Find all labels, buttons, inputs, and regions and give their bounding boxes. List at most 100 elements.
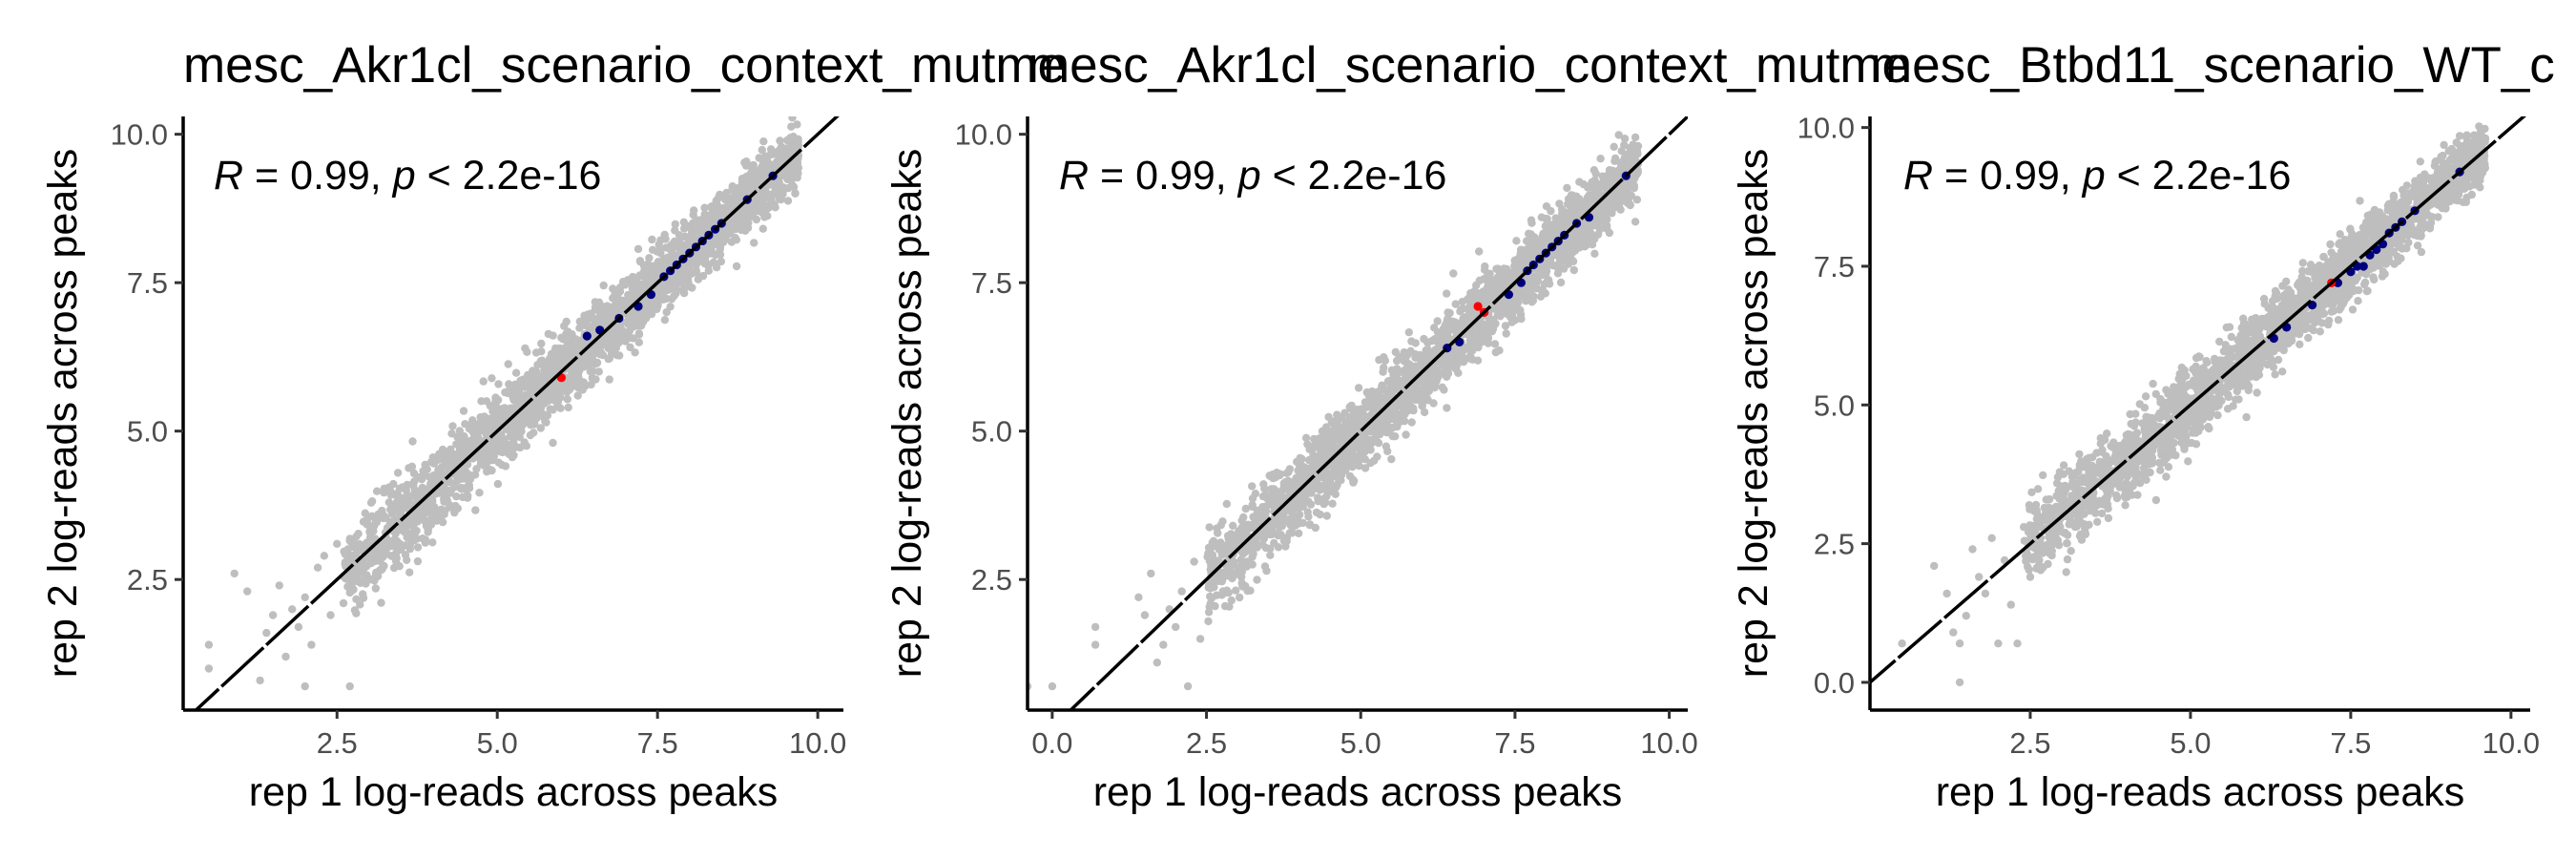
- cloud-point: [1387, 414, 1397, 424]
- cloud-point: [1491, 347, 1501, 357]
- cloud-point: [1527, 216, 1536, 224]
- cloud-point: [704, 262, 713, 270]
- cloud-point: [1500, 271, 1509, 280]
- cloud-point: [1609, 203, 1618, 213]
- cloud-point: [1631, 218, 1640, 226]
- cloud-point: [640, 281, 649, 289]
- cloud-point: [440, 510, 448, 518]
- cloud-point: [453, 470, 462, 479]
- cloud-point: [1361, 464, 1370, 472]
- cloud-point: [428, 538, 437, 547]
- cloud-point: [378, 506, 386, 515]
- cloud-point: [1429, 399, 1438, 408]
- cloud-point: [1222, 541, 1231, 550]
- cloud-point: [1485, 281, 1494, 289]
- focus-point: [1473, 302, 1483, 311]
- cloud-point: [1433, 317, 1442, 325]
- cloud-point: [1403, 403, 1412, 411]
- x-tick-label: 10.0: [789, 726, 846, 760]
- cloud-point: [1251, 490, 1260, 498]
- cloud-point: [1527, 242, 1536, 251]
- cloud-point: [688, 283, 696, 292]
- cloud-point: [1312, 508, 1321, 517]
- cloud-point: [782, 136, 792, 145]
- cloud-point: [640, 265, 649, 274]
- outlier-point: [320, 552, 328, 560]
- cloud-point: [1424, 387, 1434, 395]
- outlier-point: [1195, 635, 1205, 643]
- cloud-point: [1332, 423, 1341, 432]
- cloud-point: [410, 477, 419, 486]
- cloud-point: [536, 410, 545, 420]
- outlier-point: [243, 587, 252, 596]
- cloud-point: [405, 520, 413, 530]
- cloud-point: [1383, 447, 1392, 455]
- cloud-point: [1620, 140, 1629, 150]
- cloud-point: [721, 196, 730, 204]
- cloud-point: [549, 355, 558, 365]
- cloud-point: [581, 352, 591, 361]
- panel-1-reference-line: [193, 116, 840, 710]
- cloud-point: [416, 510, 425, 518]
- cloud-point: [587, 380, 595, 389]
- cloud-point: [1353, 439, 1362, 449]
- cloud-point: [1204, 617, 1213, 626]
- cloud-point: [389, 479, 398, 489]
- outlier-point: [1048, 681, 1057, 691]
- outlier-point: [326, 611, 335, 619]
- cloud-point: [1302, 490, 1311, 498]
- x-tick-label: 5.0: [1340, 726, 1381, 760]
- cloud-point: [777, 195, 785, 204]
- cloud-point: [1246, 543, 1255, 552]
- cloud-point: [1588, 241, 1597, 249]
- cloud-point: [586, 367, 594, 376]
- cloud-point: [625, 314, 634, 324]
- cloud-point: [365, 575, 375, 584]
- cloud-point: [749, 160, 758, 170]
- cloud-point: [522, 442, 530, 450]
- cloud-point: [488, 374, 496, 383]
- cloud-point: [536, 377, 546, 386]
- cloud-point: [574, 384, 583, 392]
- outlier-point: [204, 640, 214, 649]
- cloud-point: [1542, 202, 1551, 211]
- cloud-point: [372, 568, 381, 577]
- cloud-point: [1569, 265, 1579, 275]
- cloud-point: [413, 543, 423, 552]
- panel-3-points: [1898, 122, 2490, 687]
- cloud-point: [489, 437, 499, 446]
- cloud-point: [598, 350, 608, 360]
- cloud-point: [576, 343, 585, 352]
- cloud-point: [1222, 499, 1232, 509]
- panel-2-x-axis-title: rep 1 log-reads across peaks: [1093, 769, 1623, 815]
- cloud-point: [759, 137, 768, 146]
- cloud-point: [497, 405, 506, 413]
- outlier-point: [1091, 640, 1100, 649]
- cloud-point: [667, 294, 676, 304]
- cloud-point: [776, 136, 784, 145]
- outlier-point: [339, 598, 348, 608]
- cloud-point: [448, 422, 457, 430]
- cloud-point: [758, 224, 767, 233]
- cloud-point: [597, 309, 606, 318]
- cloud-point: [564, 403, 572, 412]
- cloud-point: [467, 435, 477, 445]
- cloud-point: [345, 570, 355, 578]
- cloud-point: [671, 226, 679, 235]
- cloud-point: [758, 145, 766, 155]
- panel-1: mesc_Akr1cl_scenario_context_mutme 2.5 5.…: [40, 37, 1066, 815]
- cloud-point: [589, 348, 597, 357]
- cloud-point: [760, 184, 770, 194]
- cloud-point: [1404, 328, 1414, 337]
- cloud-point: [1513, 255, 1522, 263]
- panel-2-points: [1028, 131, 1643, 691]
- y-tick-label: 7.5: [971, 266, 1012, 300]
- cloud-point: [493, 479, 503, 489]
- cloud-point: [1301, 433, 1311, 442]
- cloud-point: [571, 351, 580, 360]
- panel-1-correlation-annotation: R = 0.99, p < 2.2e-16: [214, 153, 601, 199]
- cloud-point: [546, 405, 554, 413]
- cloud-point: [1582, 223, 1590, 233]
- cloud-point: [1525, 291, 1533, 300]
- cloud-point: [386, 541, 395, 550]
